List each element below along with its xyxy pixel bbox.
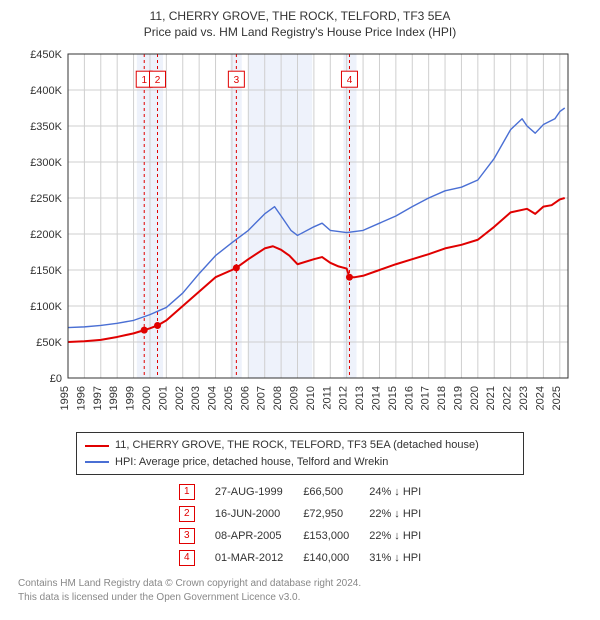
legend-swatch bbox=[85, 445, 109, 447]
svg-text:3: 3 bbox=[234, 76, 240, 87]
tx-price: £66,500 bbox=[293, 481, 359, 503]
svg-text:2012: 2012 bbox=[338, 386, 350, 410]
svg-text:£100K: £100K bbox=[30, 301, 62, 313]
svg-text:£300K: £300K bbox=[30, 157, 62, 169]
attribution-line: This data is licensed under the Open Gov… bbox=[18, 591, 592, 605]
line-chart: £0 £50K £100K £150K £200K £250K £300K £350K £400… bbox=[20, 46, 580, 426]
svg-text:2009: 2009 bbox=[289, 386, 301, 410]
svg-text:2001: 2001 bbox=[157, 386, 169, 410]
tx-price: £140,000 bbox=[293, 547, 359, 569]
tx-date: 01-MAR-2012 bbox=[205, 547, 293, 569]
svg-text:1995: 1995 bbox=[59, 386, 71, 410]
legend-label: HPI: Average price, detached house, Telf… bbox=[115, 454, 388, 471]
svg-text:£200K: £200K bbox=[30, 229, 62, 241]
tx-date: 08-APR-2005 bbox=[205, 525, 293, 547]
tx-marker-cell: 1 bbox=[169, 481, 205, 503]
svg-text:2024: 2024 bbox=[534, 386, 546, 410]
legend-swatch bbox=[85, 461, 109, 463]
tx-date: 27-AUG-1999 bbox=[205, 481, 293, 503]
svg-text:2025: 2025 bbox=[551, 386, 563, 410]
svg-text:2022: 2022 bbox=[502, 386, 514, 410]
svg-text:2004: 2004 bbox=[207, 386, 219, 410]
svg-text:2: 2 bbox=[155, 76, 161, 87]
svg-text:1997: 1997 bbox=[92, 386, 104, 410]
svg-text:£0: £0 bbox=[50, 373, 62, 385]
legend-item: 11, CHERRY GROVE, THE ROCK, TELFORD, TF3… bbox=[85, 437, 515, 454]
svg-text:2010: 2010 bbox=[305, 386, 317, 410]
svg-text:2005: 2005 bbox=[223, 386, 235, 410]
svg-text:2006: 2006 bbox=[239, 386, 251, 410]
table-row: 1 27-AUG-1999£66,50024% ↓ HPI bbox=[169, 481, 431, 503]
svg-text:£350K: £350K bbox=[30, 121, 62, 133]
tx-delta: 31% ↓ HPI bbox=[359, 547, 431, 569]
svg-text:2016: 2016 bbox=[403, 386, 415, 410]
attribution-line: Contains HM Land Registry data © Crown c… bbox=[18, 577, 592, 591]
title-line-2: Price paid vs. HM Land Registry's House … bbox=[8, 24, 592, 40]
svg-text:£50K: £50K bbox=[36, 337, 62, 349]
svg-text:2021: 2021 bbox=[485, 386, 497, 410]
svg-text:1996: 1996 bbox=[75, 386, 87, 410]
tx-date: 16-JUN-2000 bbox=[205, 503, 293, 525]
tx-price: £72,950 bbox=[293, 503, 359, 525]
svg-text:2013: 2013 bbox=[354, 386, 366, 410]
tx-flag-icon: 1 bbox=[179, 484, 195, 500]
tx-flag-icon: 4 bbox=[179, 550, 195, 566]
legend-item: HPI: Average price, detached house, Telf… bbox=[85, 454, 515, 471]
svg-text:£400K: £400K bbox=[30, 85, 62, 97]
svg-text:2000: 2000 bbox=[141, 386, 153, 410]
tx-marker-cell: 3 bbox=[169, 525, 205, 547]
legend: 11, CHERRY GROVE, THE ROCK, TELFORD, TF3… bbox=[76, 432, 524, 475]
chart-title-block: 11, CHERRY GROVE, THE ROCK, TELFORD, TF3… bbox=[8, 8, 592, 40]
tx-flag-icon: 2 bbox=[179, 506, 195, 522]
svg-text:1998: 1998 bbox=[108, 386, 120, 410]
svg-text:1999: 1999 bbox=[125, 386, 137, 410]
transactions-table: 1 27-AUG-1999£66,50024% ↓ HPI 2 16-JUN-2000… bbox=[169, 481, 431, 569]
table-row: 2 16-JUN-2000£72,95022% ↓ HPI bbox=[169, 503, 431, 525]
svg-text:2014: 2014 bbox=[370, 386, 382, 410]
svg-text:2008: 2008 bbox=[272, 386, 284, 410]
svg-text:2017: 2017 bbox=[420, 386, 432, 410]
tx-flag-icon: 3 bbox=[179, 528, 195, 544]
svg-text:2002: 2002 bbox=[174, 386, 186, 410]
svg-text:£250K: £250K bbox=[30, 193, 62, 205]
svg-text:2019: 2019 bbox=[452, 386, 464, 410]
table-row: 3 08-APR-2005£153,00022% ↓ HPI bbox=[169, 525, 431, 547]
chart-container: £0 £50K £100K £150K £200K £250K £300K £350K £400… bbox=[20, 46, 580, 426]
svg-text:2020: 2020 bbox=[469, 386, 481, 410]
svg-text:2011: 2011 bbox=[321, 386, 333, 410]
svg-text:£450K: £450K bbox=[30, 49, 62, 61]
tx-delta: 22% ↓ HPI bbox=[359, 503, 431, 525]
svg-text:2018: 2018 bbox=[436, 386, 448, 410]
tx-marker-cell: 2 bbox=[169, 503, 205, 525]
table-row: 4 01-MAR-2012£140,00031% ↓ HPI bbox=[169, 547, 431, 569]
svg-text:2003: 2003 bbox=[190, 386, 202, 410]
legend-label: 11, CHERRY GROVE, THE ROCK, TELFORD, TF3… bbox=[115, 437, 479, 454]
tx-delta: 24% ↓ HPI bbox=[359, 481, 431, 503]
tx-marker-cell: 4 bbox=[169, 547, 205, 569]
svg-text:2015: 2015 bbox=[387, 386, 399, 410]
title-line-1: 11, CHERRY GROVE, THE ROCK, TELFORD, TF3… bbox=[8, 8, 592, 24]
svg-text:2007: 2007 bbox=[256, 386, 268, 410]
tx-price: £153,000 bbox=[293, 525, 359, 547]
svg-text:2023: 2023 bbox=[518, 386, 530, 410]
svg-text:4: 4 bbox=[347, 76, 353, 87]
svg-text:1: 1 bbox=[141, 76, 147, 87]
svg-text:£150K: £150K bbox=[30, 265, 62, 277]
tx-delta: 22% ↓ HPI bbox=[359, 525, 431, 547]
attribution: Contains HM Land Registry data © Crown c… bbox=[18, 577, 592, 604]
